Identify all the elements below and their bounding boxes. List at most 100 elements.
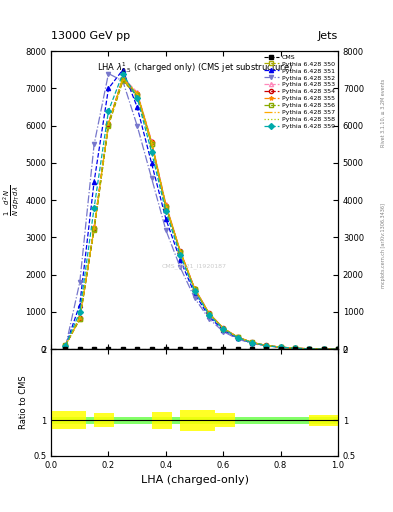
Pythia 6.428 352 [192,295,197,301]
Pythia 6.428 355 [221,325,226,331]
Pythia 6.428 357 [149,139,154,145]
Pythia 6.428 356 [149,140,154,146]
Pythia 6.428 356 [207,311,211,317]
Pythia 6.428 358 [178,248,183,254]
Pythia 6.428 350 [221,326,226,332]
Pythia 6.428 356 [264,343,269,349]
Pythia 6.428 353 [178,247,183,253]
CMS [307,346,312,352]
Pythia 6.428 351 [92,179,97,185]
Pythia 6.428 354 [221,325,226,331]
Pythia 6.428 355 [292,345,298,351]
Pythia 6.428 359 [307,346,312,352]
Pythia 6.428 355 [192,285,197,291]
Pythia 6.428 354 [207,310,211,316]
Pythia 6.428 350 [336,346,340,352]
Pythia 6.428 359 [235,334,240,340]
Pythia 6.428 357 [250,339,254,346]
Pythia 6.428 357 [264,343,269,349]
Pythia 6.428 353 [307,346,312,352]
Pythia 6.428 358 [207,310,211,316]
Pythia 6.428 353 [77,314,82,321]
Pythia 6.428 357 [106,121,111,127]
Pythia 6.428 353 [63,342,68,348]
Pythia 6.428 359 [207,311,211,317]
Pythia 6.428 357 [77,315,82,322]
Pythia 6.428 351 [77,302,82,308]
Pythia 6.428 358 [264,343,269,349]
Pythia 6.428 355 [278,344,283,350]
Text: mcplots.cern.ch [arXiv:1306.3436]: mcplots.cern.ch [arXiv:1306.3436] [381,203,386,288]
Pythia 6.428 357 [92,225,97,231]
Pythia 6.428 359 [321,346,326,352]
Pythia 6.428 359 [106,108,111,114]
Pythia 6.428 359 [278,344,283,350]
Pythia 6.428 352 [264,343,269,349]
CMS [106,346,111,352]
Pythia 6.428 350 [178,249,183,255]
CMS [63,346,68,352]
Pythia 6.428 356 [120,77,125,83]
Pythia 6.428 353 [149,138,154,144]
Pythia 6.428 355 [178,248,183,254]
Pythia 6.428 354 [106,121,111,127]
Pythia 6.428 356 [135,92,140,98]
Pythia 6.428 358 [336,346,340,352]
Pythia 6.428 355 [307,346,312,352]
Pythia 6.428 355 [135,90,140,96]
Pythia 6.428 352 [235,336,240,342]
Pythia 6.428 351 [163,216,168,222]
Pythia 6.428 359 [135,95,140,101]
Pythia 6.428 351 [63,343,68,349]
Pythia 6.428 352 [336,346,340,352]
Pythia 6.428 357 [178,248,183,254]
Pythia 6.428 357 [221,325,226,331]
Pythia 6.428 352 [221,329,226,335]
Pythia 6.428 359 [63,343,68,349]
Pythia 6.428 356 [192,286,197,292]
Bar [51,411,86,430]
Pythia 6.428 354 [336,346,340,352]
Pythia 6.428 355 [321,346,326,352]
Pythia 6.428 352 [250,340,254,347]
CMS [336,346,340,352]
Pythia 6.428 350 [207,311,211,317]
Pythia 6.428 353 [336,346,340,352]
Pythia 6.428 357 [207,310,211,316]
CMS [178,346,183,352]
Text: LHA $\lambda^{1}_{0.5}$ (charged only) (CMS jet substructure): LHA $\lambda^{1}_{0.5}$ (charged only) (… [97,60,292,75]
CMS [321,346,326,352]
Pythia 6.428 357 [63,342,68,348]
Pythia 6.428 351 [120,67,125,73]
Pythia 6.428 354 [264,343,269,349]
CMS [92,346,97,352]
Pythia 6.428 358 [135,90,140,96]
CMS [250,346,254,352]
Pythia 6.428 351 [235,335,240,342]
CMS [135,346,140,352]
Pythia 6.428 356 [321,346,326,352]
Pythia 6.428 359 [77,309,82,315]
Pythia 6.428 352 [178,264,183,270]
Pythia 6.428 358 [163,202,168,208]
Pythia 6.428 357 [192,286,197,292]
Pythia 6.428 354 [235,334,240,340]
Pythia 6.428 354 [307,346,312,352]
Pythia 6.428 350 [63,343,68,349]
Pythia 6.428 351 [321,346,326,352]
CMS [207,346,211,352]
Pythia 6.428 351 [307,346,312,352]
CMS [264,346,269,352]
Pythia 6.428 353 [120,74,125,80]
Pythia 6.428 356 [163,204,168,210]
Pythia 6.428 352 [135,123,140,129]
Pythia 6.428 352 [321,346,326,352]
Y-axis label: Ratio to CMS: Ratio to CMS [18,376,28,429]
Pythia 6.428 350 [307,346,312,352]
Pythia 6.428 354 [178,248,183,254]
Pythia 6.428 356 [292,345,298,351]
Pythia 6.428 350 [250,339,254,346]
Pythia 6.428 351 [278,344,283,350]
Pythia 6.428 354 [92,225,97,231]
CMS [235,346,240,352]
